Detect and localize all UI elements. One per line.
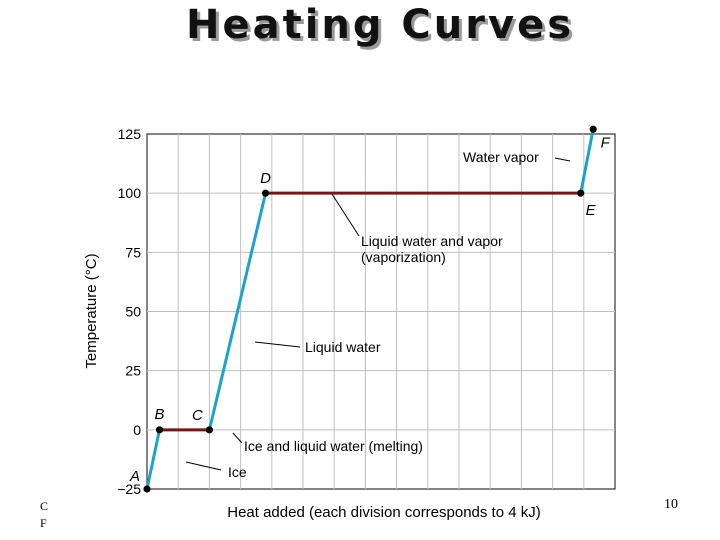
y-tick-label: −25 bbox=[117, 481, 141, 497]
x-axis-label: Heat added (each division corresponds to… bbox=[227, 504, 541, 521]
annotation-leader-line bbox=[185, 461, 222, 471]
grid bbox=[147, 134, 615, 489]
annotation-leader-line bbox=[232, 432, 243, 444]
annotation-leaders bbox=[185, 157, 571, 471]
point-E bbox=[577, 189, 585, 197]
point-A bbox=[143, 485, 151, 493]
segment-AB bbox=[145, 428, 161, 491]
page-number: 10 bbox=[664, 497, 678, 512]
y-tick-label: 50 bbox=[125, 304, 141, 320]
annotation-label: Ice bbox=[228, 464, 247, 480]
annotation-label: Water vapor bbox=[463, 149, 539, 165]
corner-text-line: C bbox=[40, 499, 49, 513]
point-B bbox=[155, 426, 164, 434]
y-axis-ticks: −25 0 25 50 75 100 125 bbox=[117, 126, 141, 497]
point-label-E: E bbox=[586, 202, 597, 219]
y-tick-label: 125 bbox=[118, 126, 142, 142]
y-tick-label: 75 bbox=[125, 244, 141, 260]
annotation-leader-line bbox=[331, 193, 360, 237]
point-C bbox=[205, 426, 213, 434]
segment-EF bbox=[579, 127, 595, 195]
annotation-leader-line bbox=[554, 157, 571, 162]
point-label-B: B bbox=[154, 406, 164, 423]
annotation-label: Ice and liquid water (melting) bbox=[244, 438, 423, 454]
y-tick-label: 25 bbox=[125, 363, 141, 379]
y-tick-label: 100 bbox=[118, 185, 142, 201]
corner-text-line: F bbox=[40, 516, 47, 530]
slide-title: Heating Curves bbox=[185, 2, 575, 48]
point-label-F: F bbox=[601, 134, 611, 151]
annotation-label: Liquid water and vapor bbox=[361, 233, 503, 249]
annotations: Ice Ice and liquid water (melting) Liquid … bbox=[228, 149, 539, 480]
annotation-leader-line bbox=[254, 341, 301, 348]
point-D bbox=[261, 189, 270, 197]
y-tick-label: 0 bbox=[133, 422, 141, 438]
point-label-A: A bbox=[129, 468, 140, 485]
corner-text-fragment: C F bbox=[40, 498, 48, 532]
y-axis-label: Temperature (°C) bbox=[83, 253, 100, 368]
point-label-D: D bbox=[260, 170, 271, 187]
segment-CD bbox=[207, 191, 268, 432]
point-labels: A B C D E F bbox=[129, 134, 611, 485]
curve-points bbox=[143, 125, 597, 493]
point-label-C: C bbox=[192, 407, 203, 424]
curve-segments bbox=[145, 127, 595, 491]
annotation-label: (vaporization) bbox=[361, 249, 446, 265]
annotation-label: Liquid water bbox=[305, 339, 381, 355]
point-F bbox=[589, 125, 597, 133]
